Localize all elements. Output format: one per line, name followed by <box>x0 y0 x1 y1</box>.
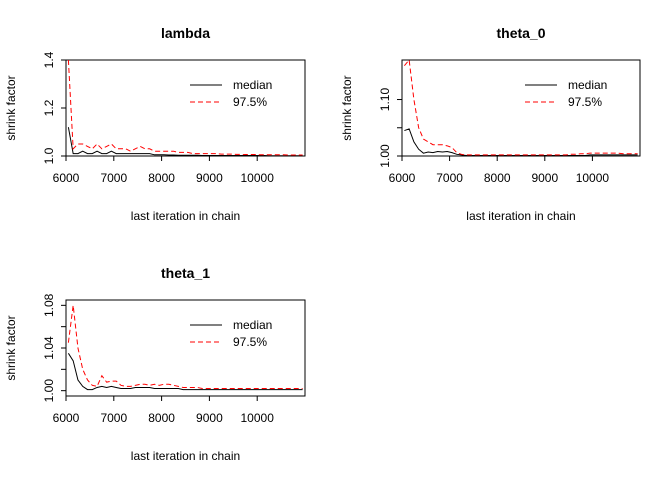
y-tick-label: 1.4 <box>42 51 56 68</box>
x-tick-label: 8000 <box>148 171 175 185</box>
panel-title: theta_1 <box>161 265 210 281</box>
panel-title: lambda <box>161 25 210 41</box>
series-line-median <box>404 128 638 156</box>
legend-label: median <box>568 78 607 92</box>
x-tick-label: 9000 <box>531 171 558 185</box>
y-tick-label: 1.2 <box>42 99 56 116</box>
panel-theta-1: theta_1 6000 7000 8000 9000 10000 1.00 1.04 1.08… <box>4 265 306 463</box>
plot-frame <box>401 59 641 157</box>
legend-label: 97.5% <box>233 95 267 109</box>
x-tick-label: 10000 <box>576 171 610 185</box>
y-tick-label: 1.00 <box>42 379 56 403</box>
x-tick-label: 9000 <box>196 411 223 425</box>
series-line-median <box>67 127 303 156</box>
x-tick-label: 6000 <box>53 171 80 185</box>
y-tick-label: 1.04 <box>42 336 56 360</box>
plot-frame <box>65 59 306 157</box>
y-tick-label: 1.00 <box>378 144 392 168</box>
y-axis-label: shrink factor <box>4 315 18 380</box>
x-tick-label: 7000 <box>436 171 463 185</box>
x-tick-label: 8000 <box>484 171 511 185</box>
panel-theta-0: theta_0 6000 7000 8000 9000 10000 1.00 1.10 last… <box>340 25 641 223</box>
x-tick-label: 7000 <box>100 411 127 425</box>
y-axis-label: shrink factor <box>4 75 18 140</box>
y-tick-label: 1.0 <box>42 147 56 164</box>
plot-frame <box>65 299 306 397</box>
x-tick-label: 10000 <box>241 411 275 425</box>
series-line-upper-97-5 <box>403 60 638 156</box>
series-line-upper-97-5 <box>67 60 303 156</box>
x-axis-label: last iteration in chain <box>131 449 240 463</box>
x-tick-label: 8000 <box>148 411 175 425</box>
panel-title: theta_0 <box>496 25 545 41</box>
x-tick-label: 6000 <box>389 171 416 185</box>
x-tick-label: 6000 <box>53 411 80 425</box>
series-line-median <box>67 353 303 391</box>
series-line-upper-97-5 <box>67 305 303 390</box>
legend-label: 97.5% <box>568 95 602 109</box>
panel-lambda: lambda 6000 7000 8000 9000 10000 1.0 1.2 1.4 last… <box>4 25 306 223</box>
legend-label: 97.5% <box>233 335 267 349</box>
y-tick-label: 1.08 <box>42 293 56 317</box>
x-axis-label: last iteration in chain <box>131 209 240 223</box>
x-tick-label: 10000 <box>241 171 275 185</box>
x-tick-label: 9000 <box>196 171 223 185</box>
y-tick-label: 1.10 <box>378 88 392 112</box>
legend-label: median <box>233 78 272 92</box>
legend-label: median <box>233 318 272 332</box>
y-axis-label: shrink factor <box>340 75 354 140</box>
x-tick-label: 7000 <box>100 171 127 185</box>
x-axis-label: last iteration in chain <box>466 209 575 223</box>
